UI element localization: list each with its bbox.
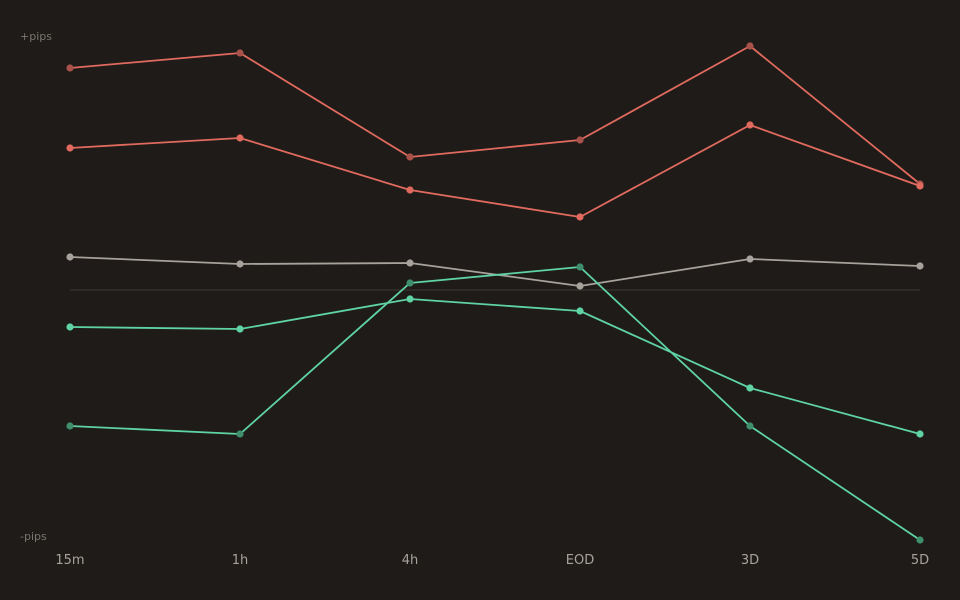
y-axis-bottom-label: -pips (20, 530, 47, 543)
data-point (406, 153, 414, 161)
data-point (746, 384, 754, 392)
x-tick-label: 15m (55, 553, 84, 568)
x-axis-ticks: 15m 1h 4h EOD 3D 5D (55, 553, 929, 568)
x-tick-label: 1h (232, 553, 249, 568)
data-point (406, 279, 414, 287)
series-5 (66, 263, 924, 544)
data-point (576, 282, 584, 290)
data-point (576, 307, 584, 315)
y-axis-top-label: +pips (20, 30, 52, 43)
data-point (916, 536, 924, 544)
data-point (66, 422, 74, 430)
series-line (69, 266, 921, 541)
data-point (236, 430, 244, 438)
data-point (746, 121, 754, 129)
data-point (66, 253, 74, 261)
data-point (576, 213, 584, 221)
data-point (66, 323, 74, 331)
data-point (66, 64, 74, 72)
data-point (576, 136, 584, 144)
series-4 (66, 295, 924, 438)
data-point (236, 260, 244, 268)
data-point (746, 42, 754, 50)
series-1 (66, 42, 924, 188)
data-point (236, 134, 244, 142)
data-point (236, 325, 244, 333)
series-3 (66, 253, 924, 290)
data-point (746, 255, 754, 263)
x-tick-label: EOD (566, 553, 594, 568)
x-tick-label: 5D (911, 553, 929, 568)
series-2 (66, 121, 924, 221)
series-layer (66, 42, 924, 544)
x-tick-label: 3D (741, 553, 759, 568)
x-tick-label: 4h (402, 553, 419, 568)
data-point (576, 263, 584, 271)
series-line (69, 298, 921, 435)
data-point (916, 430, 924, 438)
data-point (406, 295, 414, 303)
data-point (406, 186, 414, 194)
data-point (916, 262, 924, 270)
data-point (916, 182, 924, 190)
data-point (236, 49, 244, 57)
data-point (66, 144, 74, 152)
series-line (69, 256, 921, 287)
series-line (69, 124, 921, 218)
series-line (69, 45, 921, 185)
data-point (746, 422, 754, 430)
data-point (406, 259, 414, 267)
